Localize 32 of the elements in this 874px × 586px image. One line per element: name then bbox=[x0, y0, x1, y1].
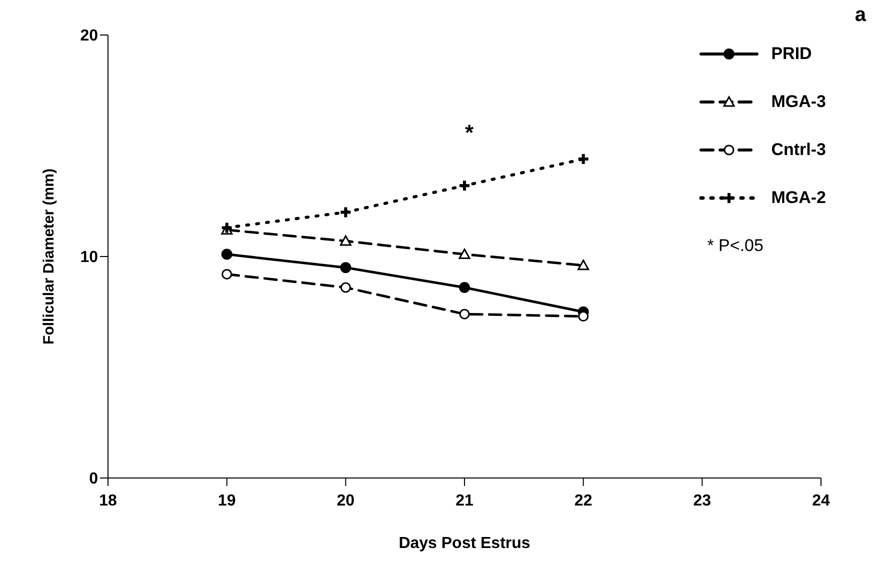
point bbox=[340, 282, 351, 293]
text: a bbox=[854, 4, 866, 27]
point bbox=[221, 248, 232, 260]
x-axis-title: Days Post Estrus bbox=[398, 535, 530, 552]
y-tick-label: 10 bbox=[80, 249, 98, 266]
point bbox=[458, 179, 471, 192]
annotation: * bbox=[465, 120, 474, 146]
legend-label: MGA-3 bbox=[771, 92, 826, 112]
x-tick-label: 18 bbox=[99, 492, 117, 510]
point bbox=[578, 311, 589, 322]
legend-label: Cntrl-3 bbox=[771, 140, 826, 160]
legend-label: PRID bbox=[771, 44, 812, 64]
legend-label: MGA-2 bbox=[771, 188, 826, 208]
x-tick-label: 24 bbox=[812, 492, 830, 510]
x-tick-label: 20 bbox=[336, 492, 355, 510]
y-tick-label: 0 bbox=[89, 470, 98, 488]
x-tick-label: 19 bbox=[218, 492, 236, 510]
point bbox=[578, 260, 590, 270]
point bbox=[459, 282, 470, 294]
x-tick-label: 23 bbox=[693, 492, 712, 510]
point bbox=[339, 206, 352, 219]
point bbox=[222, 268, 232, 280]
annotation: * P<.05 bbox=[707, 236, 764, 256]
point bbox=[340, 235, 352, 246]
x-tick-label: 22 bbox=[574, 492, 592, 510]
y-axis-title: Follicular Diameter (mm) bbox=[40, 168, 58, 344]
x-tick-label: 21 bbox=[456, 492, 474, 510]
point bbox=[340, 262, 352, 274]
y-tick-label: 20 bbox=[80, 28, 98, 45]
point bbox=[576, 152, 590, 166]
point bbox=[458, 248, 470, 260]
point bbox=[459, 308, 470, 320]
